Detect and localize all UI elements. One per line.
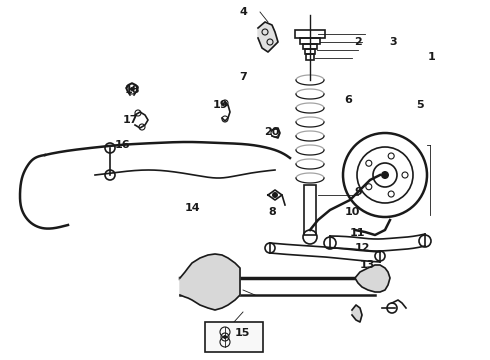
Text: 14: 14 [184, 203, 200, 213]
Circle shape [272, 192, 278, 198]
Polygon shape [180, 254, 240, 310]
Text: 7: 7 [239, 72, 247, 82]
Text: 4: 4 [239, 7, 247, 17]
Polygon shape [258, 22, 278, 52]
Polygon shape [352, 305, 362, 322]
Bar [304, 185, 316, 235]
Text: 8: 8 [268, 207, 276, 217]
Text: 2: 2 [354, 37, 362, 47]
Text: 11: 11 [349, 228, 365, 238]
Polygon shape [355, 265, 390, 292]
Text: 1: 1 [428, 52, 436, 62]
Bar [300, 38, 320, 44]
Text: 13: 13 [359, 260, 375, 270]
Circle shape [381, 171, 389, 179]
Text: 18: 18 [124, 85, 140, 95]
Text: 20: 20 [264, 127, 280, 137]
Text: 15: 15 [234, 328, 250, 338]
Bar [305, 49, 315, 54]
Text: 3: 3 [389, 37, 397, 47]
Text: 19: 19 [212, 100, 228, 110]
Text: 12: 12 [354, 243, 370, 253]
Text: 5: 5 [416, 100, 424, 110]
Text: 16: 16 [114, 140, 130, 150]
Bar [295, 30, 325, 38]
Bar [306, 54, 314, 60]
Text: 10: 10 [344, 207, 360, 217]
Circle shape [130, 87, 134, 91]
Bar [303, 44, 317, 49]
Text: 17: 17 [122, 115, 138, 125]
Text: 9: 9 [354, 187, 362, 197]
Bar [205, 322, 263, 352]
Circle shape [223, 335, 227, 339]
Text: 6: 6 [344, 95, 352, 105]
